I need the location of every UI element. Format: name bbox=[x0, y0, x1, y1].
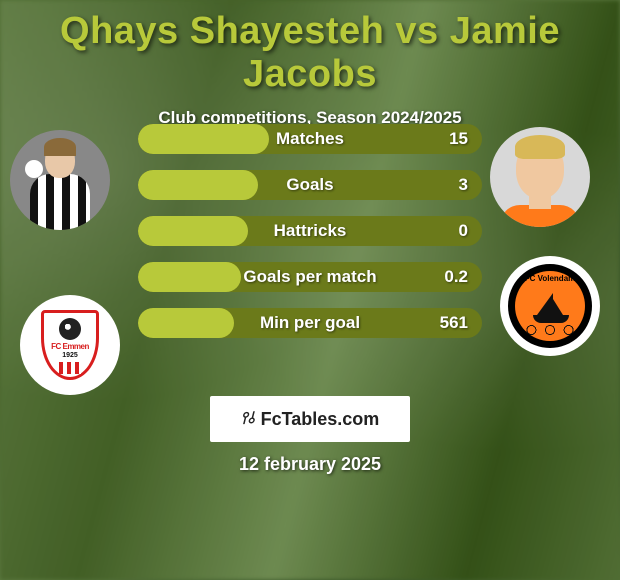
stat-bar: Goals per match0.2 bbox=[138, 262, 482, 292]
stat-bar: Hattricks0 bbox=[138, 216, 482, 246]
club-right-name: FC Volendam bbox=[511, 274, 589, 283]
stat-bar: Goals3 bbox=[138, 170, 482, 200]
page-title: Qhays Shayesteh vs Jamie Jacobs bbox=[0, 0, 620, 96]
date-text: 12 february 2025 bbox=[0, 454, 620, 475]
player-left-avatar bbox=[10, 130, 110, 230]
stat-bar-value: 15 bbox=[449, 124, 468, 154]
club-left-logo: FC Emmen 1925 bbox=[20, 295, 120, 395]
stat-bar: Matches15 bbox=[138, 124, 482, 154]
stat-bar-label: Matches bbox=[138, 124, 482, 154]
stat-bar-value: 0.2 bbox=[444, 262, 468, 292]
stat-bar-value: 0 bbox=[459, 216, 468, 246]
watermark: ⫯⫰ FcTables.com bbox=[210, 396, 410, 442]
chart-icon: ⫯⫰ bbox=[241, 410, 255, 428]
stat-bar-value: 3 bbox=[459, 170, 468, 200]
club-left-name: FC Emmen bbox=[41, 342, 99, 351]
stat-bar-label: Hattricks bbox=[138, 216, 482, 246]
stat-bar: Min per goal561 bbox=[138, 308, 482, 338]
player-right-avatar bbox=[490, 127, 590, 227]
stat-bar-label: Goals per match bbox=[138, 262, 482, 292]
club-right-logo: FC Volendam bbox=[500, 256, 600, 356]
stats-bars: Matches15 Goals3 Hattricks0 Goals per match… bbox=[138, 124, 482, 354]
stat-bar-label: Min per goal bbox=[138, 308, 482, 338]
club-left-year: 1925 bbox=[41, 352, 99, 359]
watermark-text: FcTables.com bbox=[261, 409, 380, 430]
stat-bar-label: Goals bbox=[138, 170, 482, 200]
stat-bar-value: 561 bbox=[440, 308, 468, 338]
